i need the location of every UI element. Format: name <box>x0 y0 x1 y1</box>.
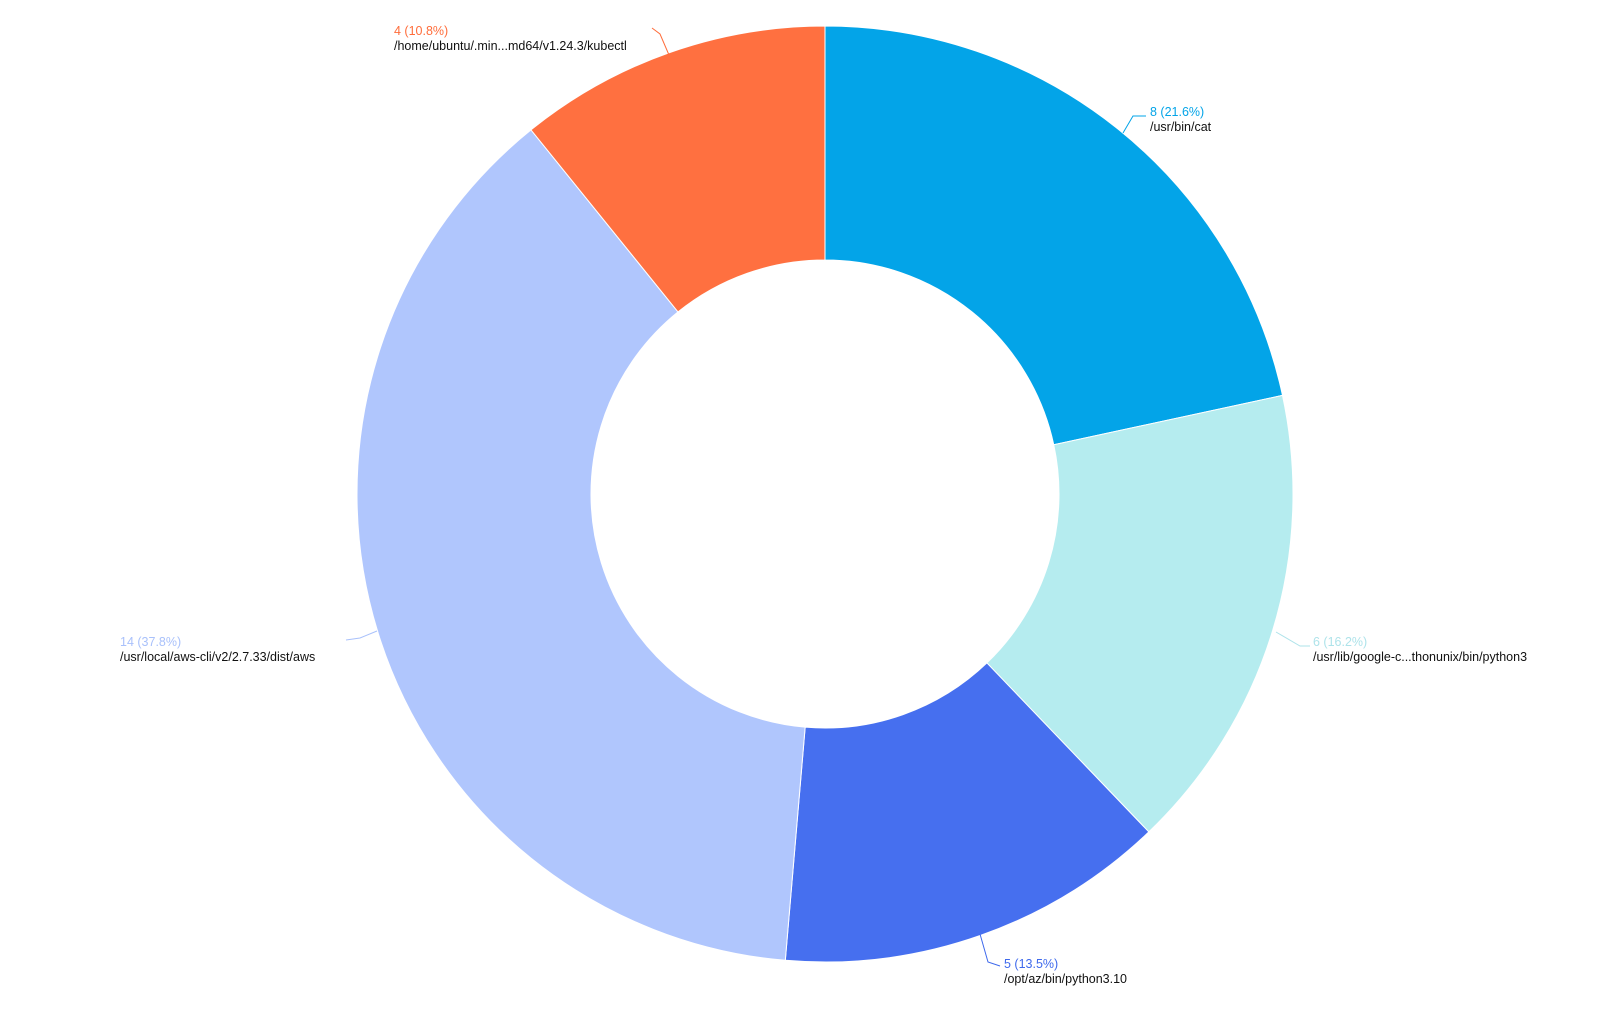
slice-name-label-0: /usr/bin/cat <box>1150 120 1212 134</box>
slice-value-label-0: 8 (21.6%) <box>1150 105 1204 119</box>
leader-line-1 <box>1275 631 1310 647</box>
donut-slice-4[interactable] <box>530 25 826 313</box>
slice-name-label-2: /opt/az/bin/python3.10 <box>1004 972 1127 986</box>
slice-value-label-4: 4 (10.8%) <box>394 24 448 38</box>
slices-layer <box>356 25 1294 963</box>
slice-name-label-1: /usr/lib/google-c...thonunix/bin/python3 <box>1313 650 1527 664</box>
slice-name-label-4: /home/ubuntu/.min...md64/v1.24.3/kubectl <box>394 39 627 53</box>
leader-line-0 <box>1122 115 1146 134</box>
donut-slice-3[interactable] <box>356 129 806 961</box>
slice-value-label-1: 6 (16.2%) <box>1313 635 1367 649</box>
slice-value-label-3: 14 (37.8%) <box>120 635 181 649</box>
leader-line-2 <box>979 933 1001 967</box>
leader-line-3 <box>345 630 378 641</box>
slice-value-label-2: 5 (13.5%) <box>1004 957 1058 971</box>
leader-lines-layer <box>345 27 1310 967</box>
leader-line-4 <box>651 27 670 56</box>
slice-name-label-3: /usr/local/aws-cli/v2/2.7.33/dist/aws <box>120 650 315 664</box>
donut-slice-0[interactable] <box>824 25 1284 446</box>
donut-slice-1[interactable] <box>986 394 1294 833</box>
labels-layer: 8 (21.6%)/usr/bin/cat 6 (16.2%)/usr/lib/g… <box>120 24 1527 986</box>
donut-slice-2[interactable] <box>784 662 1150 963</box>
